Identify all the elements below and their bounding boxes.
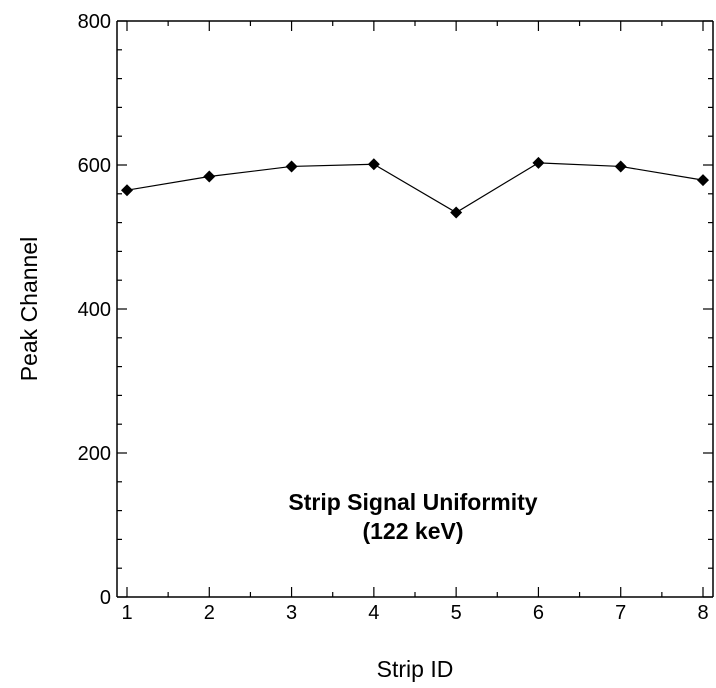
x-tick-label: 5 [451,602,462,624]
y-axis-title: Peak Channel [16,237,42,382]
series-layer [121,156,709,219]
data-point-marker [697,174,709,187]
y-tick-label: 0 [100,587,111,609]
y-tick-label: 200 [78,443,111,465]
data-point-marker [614,160,627,173]
x-tick-label: 3 [286,602,297,624]
ticks-layer [117,20,713,598]
data-point-marker [203,170,216,183]
y-tick-label: 600 [78,155,111,177]
annotation-line-1: Strip Signal Uniformity [288,489,537,515]
y-tick-label: 800 [78,11,111,33]
x-tick-label: 7 [615,602,626,624]
data-point-marker [367,158,380,171]
tick-labels-layer: 1 2 3 4 5 6 7 8 0 200 400 600 800 [78,11,709,624]
annotation-line-2: (122 keV) [362,518,463,544]
x-tick-label: 8 [697,602,708,624]
data-point-marker [532,156,545,169]
y-tick-label: 400 [78,299,111,321]
x-tick-label: 2 [204,602,215,624]
x-axis-title: Strip ID [377,656,454,682]
x-tick-label: 1 [121,602,132,624]
series-line [126,162,704,214]
x-tick-label: 4 [368,602,379,624]
data-point-marker [450,206,463,219]
data-point-marker [285,160,298,173]
data-point-marker [121,184,133,197]
x-tick-label: 6 [533,602,544,624]
